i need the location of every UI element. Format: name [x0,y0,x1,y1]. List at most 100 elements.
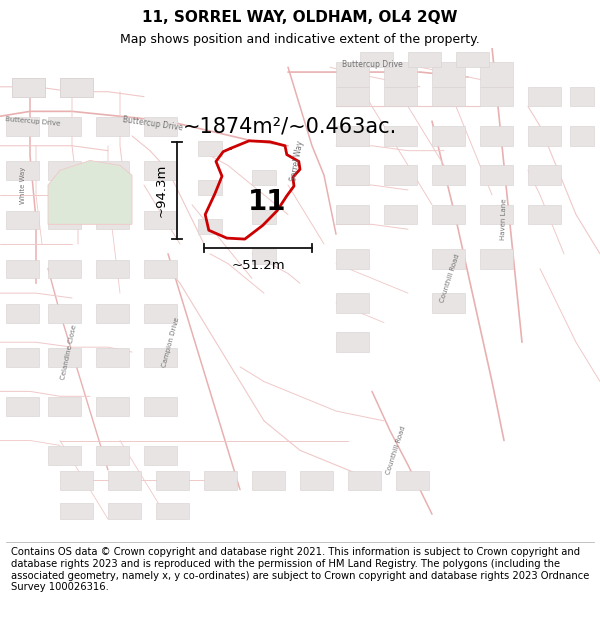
Text: ~94.3m: ~94.3m [155,164,168,217]
Bar [480,87,513,106]
Bar [12,78,45,97]
Text: Map shows position and indicative extent of the property.: Map shows position and indicative extent… [120,33,480,46]
Bar [480,249,513,269]
Bar [144,118,177,136]
Bar [60,78,93,97]
Bar [12,78,45,97]
Bar [96,260,129,278]
Bar [48,304,81,322]
Text: Counthill Road: Counthill Road [439,253,461,304]
Bar [204,471,237,489]
Bar [144,161,177,180]
Bar [336,332,369,352]
Bar [60,78,93,97]
Text: Buttercup Drive: Buttercup Drive [5,116,61,127]
Bar [96,446,129,465]
Bar [252,471,285,489]
Bar [570,126,594,146]
Bar [144,348,177,367]
Bar [432,205,465,224]
Text: Counthill Road: Counthill Road [385,425,407,476]
Bar [384,166,417,185]
Bar [336,293,369,312]
Bar [48,398,81,416]
Bar [48,211,81,229]
Bar [432,87,465,106]
Bar [48,260,81,278]
Bar [6,304,39,322]
Bar [432,126,465,146]
Bar [6,118,39,136]
Bar [48,161,81,180]
Text: Sorrel Way: Sorrel Way [289,139,305,181]
Bar [156,503,189,519]
Bar [48,348,81,367]
Bar [198,141,222,156]
Bar [336,62,369,87]
Bar [6,161,39,180]
Bar [432,293,465,312]
Bar [252,209,276,224]
Bar [96,211,129,229]
Text: Buttercup Drive: Buttercup Drive [122,115,184,132]
Bar [96,398,129,416]
Bar [336,166,369,185]
Bar [144,446,177,465]
Bar [528,205,561,224]
Bar [144,211,177,229]
Bar [432,62,465,87]
Bar [48,118,81,136]
Bar [96,161,129,180]
Bar [96,348,129,367]
Bar [396,471,429,489]
Bar [252,170,276,185]
Bar [528,126,561,146]
Bar [528,87,561,106]
Text: ~1874m²/~0.463ac.: ~1874m²/~0.463ac. [183,116,397,136]
Text: Buttercup Drive: Buttercup Drive [341,60,403,69]
Bar [6,260,39,278]
Bar [6,348,39,367]
Bar [336,249,369,269]
Bar [432,249,465,269]
Bar [336,126,369,146]
Bar [6,398,39,416]
Bar [12,78,45,97]
Bar [528,166,561,185]
Bar [60,78,93,97]
Text: Contains OS data © Crown copyright and database right 2021. This information is : Contains OS data © Crown copyright and d… [11,548,589,592]
Text: 11: 11 [248,188,286,216]
Bar [96,118,129,136]
Bar [480,205,513,224]
Bar [336,205,369,224]
Bar [432,166,465,185]
Bar [384,126,417,146]
Bar [384,87,417,106]
Bar [480,126,513,146]
Bar [198,180,222,195]
Text: ~51.2m: ~51.2m [231,259,285,272]
Polygon shape [48,161,132,224]
Bar [300,471,333,489]
Bar [6,211,39,229]
Bar [144,304,177,322]
Bar [252,249,276,264]
Bar [198,219,222,234]
Bar [384,62,417,87]
Bar [60,503,93,519]
Bar [336,87,369,106]
Bar [144,260,177,278]
Bar [96,304,129,322]
Text: 11, SORREL WAY, OLDHAM, OL4 2QW: 11, SORREL WAY, OLDHAM, OL4 2QW [142,9,458,24]
Bar [384,205,417,224]
Bar [570,87,594,106]
Bar [456,52,489,67]
Text: Campion Drive: Campion Drive [161,316,181,368]
Bar [408,52,441,67]
Bar [348,471,381,489]
Bar [156,471,189,489]
Bar [480,62,513,87]
Bar [360,52,393,67]
Bar [144,398,177,416]
Text: Haven Lane: Haven Lane [500,199,508,240]
